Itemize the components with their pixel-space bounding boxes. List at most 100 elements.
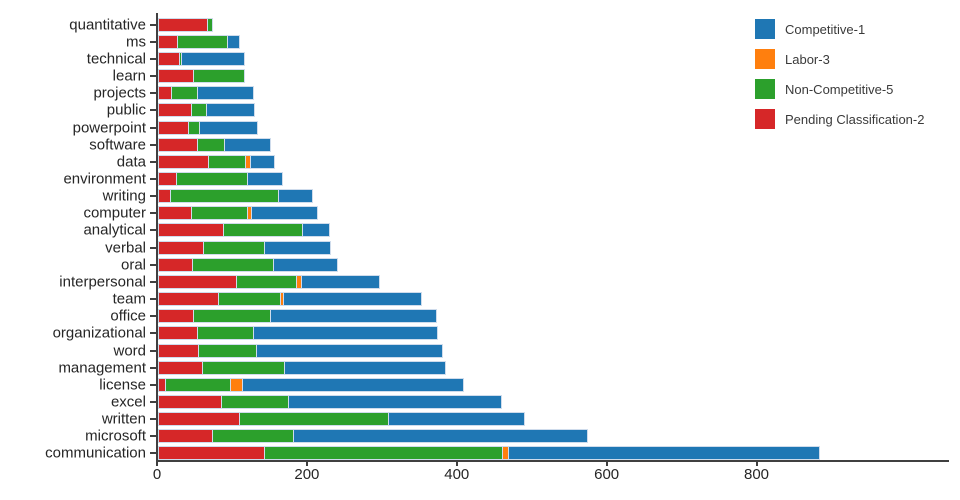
bar-segment-non-competitive-5 (199, 343, 257, 358)
bar-segment-non-competitive-5 (202, 360, 285, 375)
y-tick-label-team: team (112, 290, 146, 308)
y-tick-label-computer: computer (83, 204, 146, 222)
bar-row-organizational (158, 326, 438, 341)
x-tick-mark (755, 461, 758, 466)
y-tick-label-verbal: verbal (105, 239, 146, 257)
bar-segment-pending-classification-2 (158, 240, 205, 255)
y-tick-mark (150, 75, 156, 78)
y-tick-label-analytical: analytical (83, 221, 146, 239)
bar-segment-non-competitive-5 (197, 326, 254, 341)
bar-segment-competitive-1 (198, 86, 254, 101)
bar-segment-competitive-1 (256, 343, 444, 358)
bar-segment-pending-classification-2 (158, 412, 241, 427)
legend-item-non-competitive-5: Non-Competitive-5 (755, 79, 924, 99)
y-tick-label-management: management (58, 359, 146, 377)
legend-item-labor-3: Labor-3 (755, 49, 924, 69)
y-tick-label-learn: learn (112, 67, 146, 85)
y-tick-mark (150, 92, 156, 95)
bar-segment-competitive-1 (284, 360, 447, 375)
bar-segment-competitive-1 (271, 309, 437, 324)
bar-segment-non-competitive-5 (223, 223, 303, 238)
legend-swatch-icon (755, 109, 775, 129)
bar-row-verbal (158, 240, 332, 255)
bar-segment-pending-classification-2 (158, 154, 209, 169)
bar-row-license (158, 377, 464, 392)
bar-segment-competitive-1 (289, 394, 502, 409)
bar-segment-competitive-1 (252, 206, 318, 221)
y-tick-mark (150, 246, 156, 249)
bar-row-environment (158, 171, 284, 186)
bar-row-software (158, 137, 272, 152)
bar-segment-pending-classification-2 (158, 103, 193, 118)
x-tick-label-400: 400 (444, 466, 470, 483)
bar-segment-non-competitive-5 (208, 17, 213, 32)
y-tick-label-excel: excel (110, 393, 146, 411)
y-tick-mark (150, 40, 156, 43)
bar-segment-pending-classification-2 (158, 429, 213, 444)
bar-row-communication (158, 446, 821, 461)
bar-segment-competitive-1 (247, 171, 284, 186)
bar-segment-non-competitive-5 (265, 446, 503, 461)
y-tick-mark (150, 57, 156, 60)
bar-segment-pending-classification-2 (158, 189, 172, 204)
bar-segment-pending-classification-2 (158, 34, 179, 49)
y-tick-label-software: software (89, 136, 146, 154)
y-tick-mark (150, 418, 156, 421)
y-tick-label-quantitative: quantitative (69, 16, 146, 34)
bar-segment-non-competitive-5 (178, 34, 228, 49)
bar-segment-non-competitive-5 (212, 429, 294, 444)
bar-segment-competitive-1 (278, 189, 314, 204)
bar-row-technical (158, 51, 246, 66)
legend-label: Non-Competitive-5 (785, 81, 894, 97)
bar-segment-non-competitive-5 (193, 257, 275, 272)
y-tick-mark (150, 280, 156, 283)
y-tick-label-word: word (113, 342, 146, 359)
bar-segment-labor-3 (297, 274, 302, 289)
y-tick-mark (150, 23, 156, 26)
bar-segment-competitive-1 (388, 412, 526, 427)
bar-segment-competitive-1 (250, 154, 275, 169)
bar-segment-pending-classification-2 (158, 257, 194, 272)
bar-segment-labor-3 (280, 292, 284, 307)
y-tick-mark (150, 229, 156, 232)
bar-segment-pending-classification-2 (158, 394, 222, 409)
x-tick-mark (455, 461, 458, 466)
legend-label: Labor-3 (785, 51, 830, 67)
y-tick-mark (150, 109, 156, 112)
x-tick-label-800: 800 (743, 466, 770, 483)
y-tick-label-oral: oral (120, 256, 146, 274)
bar-row-learn (158, 69, 245, 84)
legend-item-pending-classification-2: Pending Classification-2 (755, 109, 924, 129)
y-tick-label-organizational: organizational (52, 324, 146, 342)
bar-segment-pending-classification-2 (158, 377, 167, 392)
bar-row-microsoft (158, 429, 589, 444)
y-tick-mark (150, 400, 156, 403)
bar-segment-pending-classification-2 (158, 69, 194, 84)
bar-row-excel (158, 394, 502, 409)
bar-segment-non-competitive-5 (197, 137, 225, 152)
bar-segment-labor-3 (246, 154, 251, 169)
bar-row-management (158, 360, 447, 375)
bar-segment-non-competitive-5 (171, 189, 279, 204)
x-axis-spine (156, 460, 949, 462)
bar-segment-pending-classification-2 (158, 274, 237, 289)
bar-segment-competitive-1 (199, 120, 258, 135)
bar-row-computer (158, 206, 318, 221)
x-tick-mark (156, 461, 158, 466)
bar-segment-competitive-1 (302, 223, 330, 238)
bar-segment-non-competitive-5 (221, 394, 290, 409)
y-axis-spine (156, 13, 158, 462)
bar-row-oral (158, 257, 338, 272)
bar-segment-pending-classification-2 (158, 206, 193, 221)
bar-segment-non-competitive-5 (204, 240, 266, 255)
bar-segment-pending-classification-2 (158, 360, 203, 375)
y-tick-mark (150, 126, 156, 129)
x-tick-label-0: 0 (152, 466, 162, 483)
bar-row-ms (158, 34, 241, 49)
bar-segment-pending-classification-2 (158, 446, 266, 461)
bar-segment-pending-classification-2 (158, 326, 198, 341)
y-tick-mark (150, 452, 156, 455)
y-tick-label-powerpoint: powerpoint (72, 119, 146, 136)
bar-row-analytical (158, 223, 330, 238)
